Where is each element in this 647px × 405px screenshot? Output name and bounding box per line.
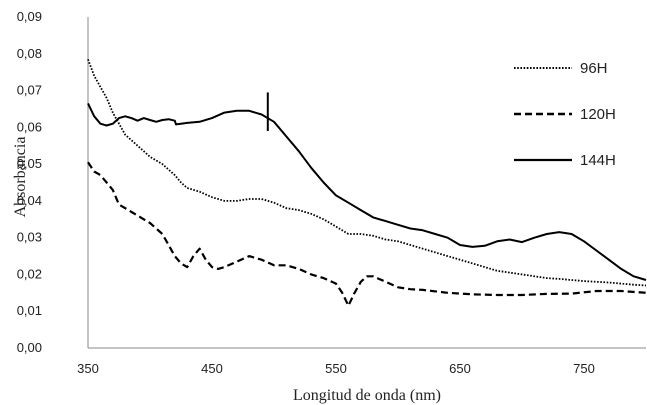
series-layer <box>87 58 647 307</box>
x-tick-labels: 350 450 550 650 750 <box>77 361 595 376</box>
series-line-144h <box>87 102 647 281</box>
y-tick-label: 0,04 <box>17 193 42 208</box>
series-line-96h <box>87 58 647 287</box>
x-tick-label: 550 <box>325 361 347 376</box>
legend: 96H 120H 144H <box>514 60 616 169</box>
y-tick-label: 0,03 <box>17 230 42 245</box>
y-tick-label: 0,09 <box>17 9 42 24</box>
y-tick-label: 0,05 <box>17 156 42 171</box>
x-tick-label: 650 <box>449 361 471 376</box>
y-tick-labels: 0,00 0,01 0,02 0,03 0,04 0,05 0,06 0,07 0,08 0,09 <box>17 9 42 355</box>
legend-label-120h: 120H <box>580 106 616 123</box>
y-tick-label: 0,02 <box>17 266 42 281</box>
y-axis-title: Absorbancia <box>12 137 29 218</box>
x-axis-title: Longitud de onda (nm) <box>293 387 441 404</box>
x-tick-label: 450 <box>201 361 223 376</box>
y-tick-label: 0,08 <box>17 46 42 61</box>
plot-area <box>87 17 647 349</box>
y-tick-label: 0,01 <box>17 303 42 318</box>
legend-label-96h: 96H <box>580 60 608 77</box>
y-tick-label: 0,07 <box>17 83 42 98</box>
series-line-120h <box>87 161 647 307</box>
x-tick-label: 350 <box>77 361 99 376</box>
y-tick-label: 0,06 <box>17 119 42 134</box>
legend-label-144h: 144H <box>580 152 616 169</box>
y-tick-label: 0,00 <box>17 340 42 355</box>
x-tick-label: 750 <box>573 361 595 376</box>
